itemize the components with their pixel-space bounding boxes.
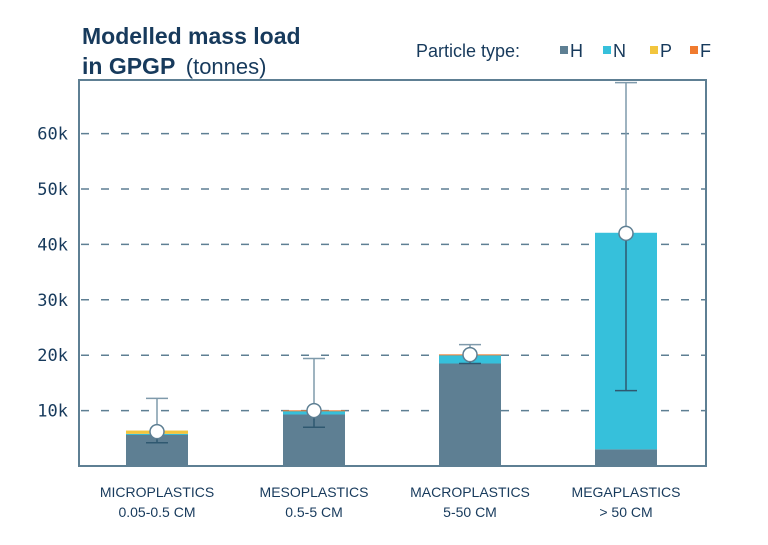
- x-label-category: MEGAPLASTICS: [572, 484, 681, 500]
- legend-label-n: N: [613, 41, 626, 61]
- x-label-category: MESOPLASTICS: [260, 484, 369, 500]
- legend-swatch-h: [560, 46, 568, 54]
- y-tick-label: 50k: [37, 180, 68, 200]
- point-estimate-marker: [306, 402, 322, 419]
- point-estimate-marker: [462, 346, 478, 363]
- y-tick-label: 30k: [37, 291, 68, 311]
- legend-title: Particle type:: [416, 41, 520, 61]
- y-tick-label: 10k: [37, 402, 68, 422]
- x-label-category: MACROPLASTICS: [410, 484, 530, 500]
- legend-label-h: H: [570, 41, 583, 61]
- x-label-category: MICROPLASTICS: [100, 484, 214, 500]
- y-tick-label: 60k: [37, 125, 68, 145]
- legend-label-p: P: [660, 41, 672, 61]
- x-axis-labels: MICROPLASTICS 0.05-0.5 CM MESOPLASTICS 0.5-…: [100, 484, 681, 520]
- error-bars: [146, 81, 637, 444]
- x-label-size-range: 0.5-5 CM: [285, 504, 343, 520]
- chart-subtitle-unit: (tonnes): [186, 54, 267, 79]
- y-tick-label: 40k: [37, 235, 68, 255]
- legend-swatch-n: [603, 46, 611, 54]
- x-label-size-range: > 50 CM: [599, 504, 652, 520]
- bar-segment-h: [595, 449, 657, 466]
- x-label-size-range: 5-50 CM: [443, 504, 497, 520]
- chart-title: Modelled mass load: [82, 23, 301, 49]
- y-axis-ticks: 10k 20k 30k 40k 50k 60k: [37, 125, 68, 422]
- bar-segment-h: [439, 363, 501, 466]
- x-label-size-range: 0.05-0.5 CM: [118, 504, 195, 520]
- legend-swatch-f: [690, 46, 698, 54]
- point-estimate-marker: [618, 225, 634, 242]
- bars: [126, 232, 657, 466]
- plot-frame: [78, 79, 707, 467]
- y-tick-label: 20k: [37, 346, 68, 366]
- chart-subtitle-bold: in GPGP: [82, 53, 175, 79]
- legend-swatch-p: [650, 46, 658, 54]
- legend-label-f: F: [700, 41, 711, 61]
- chart-subtitle: in GPGP (tonnes): [82, 53, 266, 79]
- point-estimate-marker: [149, 423, 165, 440]
